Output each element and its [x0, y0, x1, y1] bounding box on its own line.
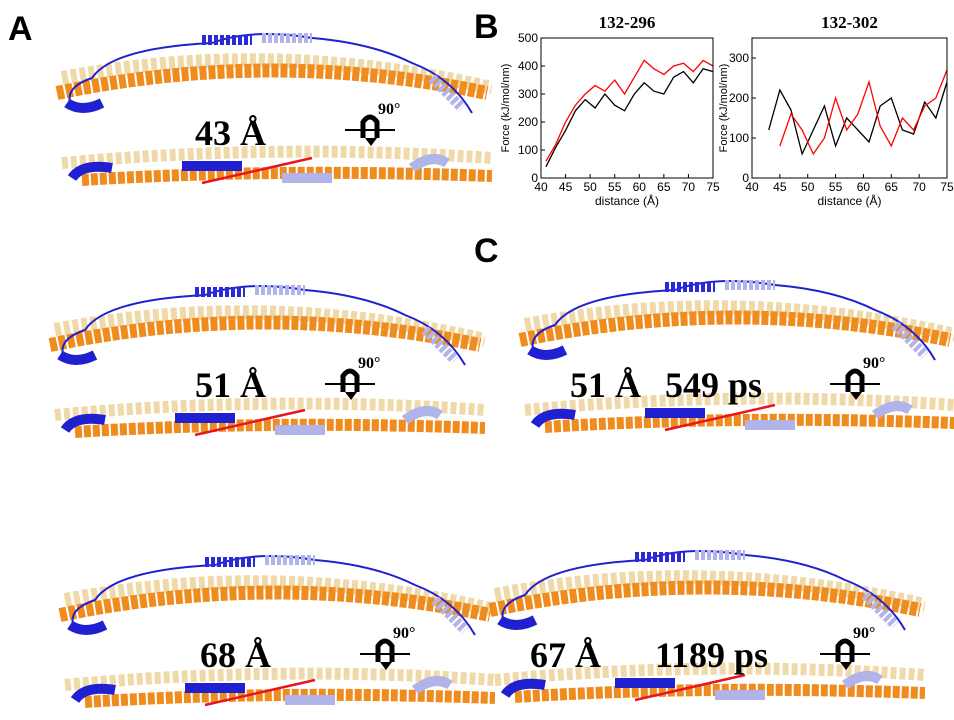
- rotation-label: 90°: [378, 101, 400, 118]
- x-tick-label: 60: [633, 180, 647, 194]
- y-tick-label: 500: [518, 31, 538, 45]
- rotation-label: 90°: [393, 625, 415, 642]
- y-tick-label: 200: [518, 115, 538, 129]
- rotation-icon: [345, 117, 395, 146]
- x-tick-label: 45: [559, 180, 573, 194]
- x-tick-label: 65: [885, 180, 899, 194]
- distance-label: 68 Å: [200, 635, 271, 675]
- distance-label: 43 Å: [195, 113, 266, 153]
- data-line: [779, 69, 948, 156]
- y-tick-label: 200: [729, 91, 749, 105]
- rotation-icon: [820, 641, 870, 670]
- x-tick-label: 40: [534, 180, 548, 194]
- chart-title: 132-302: [821, 13, 878, 32]
- y-tick-label: 100: [518, 143, 538, 157]
- x-axis-label: distance (Å): [817, 193, 881, 208]
- x-tick-label: 75: [940, 180, 954, 194]
- distance-label: 51 Å: [195, 365, 266, 405]
- plot-frame: [540, 37, 714, 179]
- rotation-label: 90°: [358, 355, 380, 372]
- x-axis-label: distance (Å): [595, 193, 659, 208]
- rotation-icon: [360, 641, 410, 670]
- y-tick-label: 0: [742, 171, 749, 185]
- structure-image: [57, 34, 492, 183]
- x-tick-label: 65: [657, 180, 671, 194]
- y-tick-label: 400: [518, 59, 538, 73]
- x-tick-label: 50: [801, 180, 815, 194]
- y-tick-label: 100: [729, 131, 749, 145]
- structure-image: [520, 281, 954, 430]
- rotation-label: 90°: [853, 625, 875, 642]
- chart-title: 132-296: [599, 13, 656, 32]
- data-line: [545, 59, 714, 162]
- panel-label: A: [8, 10, 33, 48]
- plot-frame: [751, 37, 948, 179]
- x-tick-label: 70: [682, 180, 696, 194]
- distance-label: 67 Å: [530, 635, 601, 675]
- panel-label: B: [474, 8, 499, 46]
- data-line: [545, 68, 714, 168]
- x-tick-label: 75: [706, 180, 720, 194]
- x-tick-label: 40: [745, 180, 759, 194]
- y-axis-label: Force (kJ/mol/nm): [718, 64, 730, 153]
- distance-label: 51 Å: [570, 365, 641, 405]
- x-tick-label: 45: [773, 180, 787, 194]
- y-tick-label: 300: [518, 87, 538, 101]
- y-axis-label: Force (kJ/mol/nm): [500, 64, 512, 153]
- data-line: [768, 81, 948, 156]
- y-tick-label: 0: [531, 171, 538, 185]
- y-tick-label: 300: [729, 51, 749, 65]
- time-label: 1189 ps: [655, 635, 768, 675]
- rotation-icon: [325, 371, 375, 400]
- x-tick-label: 50: [583, 180, 597, 194]
- structure-image: [60, 556, 495, 705]
- x-tick-label: 55: [608, 180, 622, 194]
- time-label: 549 ps: [665, 365, 762, 405]
- panel-label: C: [474, 232, 499, 270]
- structure-image: [50, 286, 485, 435]
- x-tick-label: 60: [857, 180, 871, 194]
- rotation-label: 90°: [863, 355, 885, 372]
- x-tick-label: 55: [829, 180, 843, 194]
- x-tick-label: 70: [912, 180, 926, 194]
